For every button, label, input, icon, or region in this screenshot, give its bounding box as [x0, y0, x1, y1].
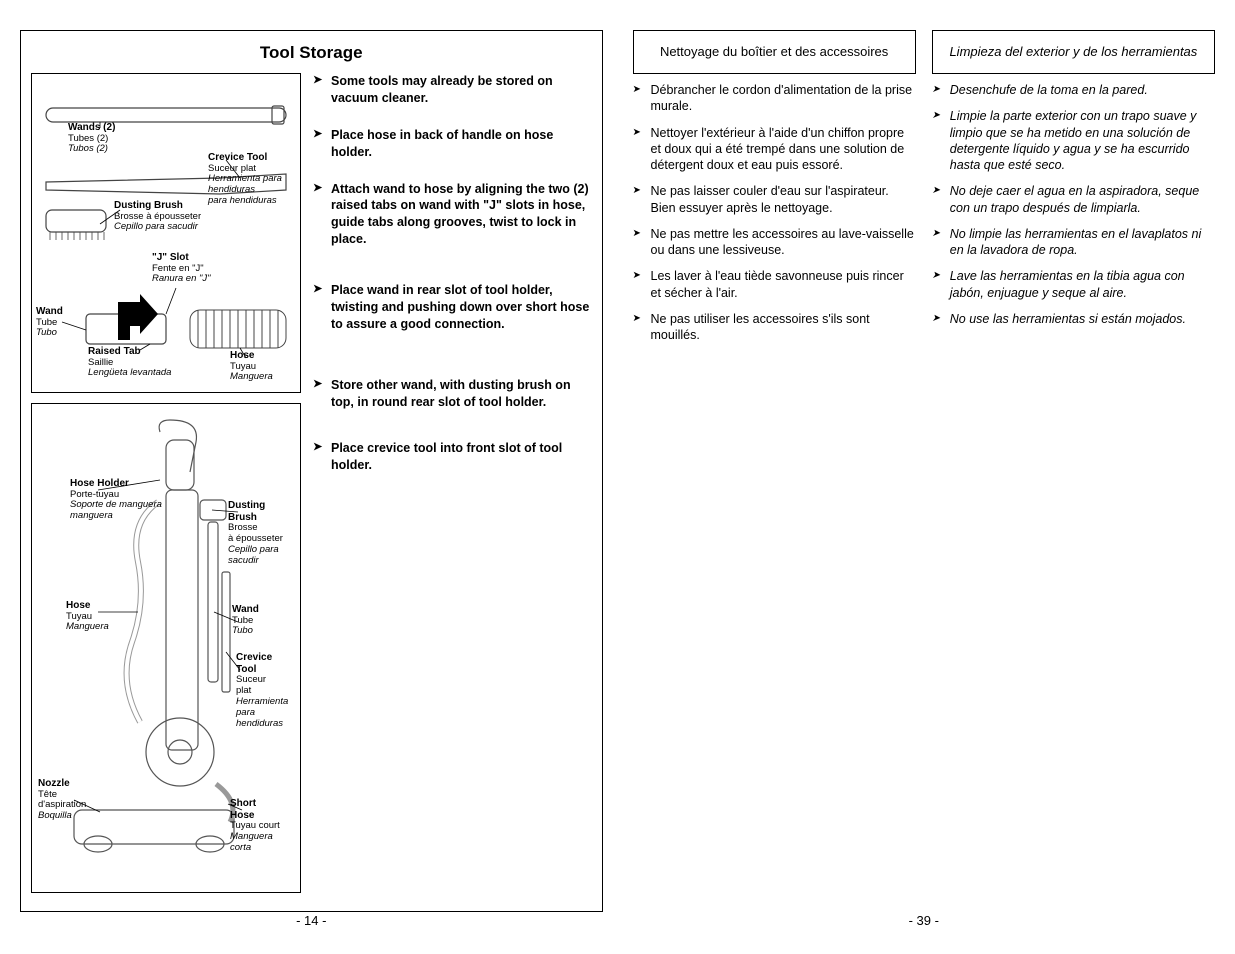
instruction-item: Some tools may already be stored on vacu…: [313, 73, 592, 107]
label: Hose Holder: [70, 478, 162, 490]
label: Raised Tab: [88, 346, 171, 358]
label: Crevice: [236, 652, 292, 664]
page-number: - 14 -: [20, 913, 603, 928]
content-row: Wands (2) Tubes (2) Tubos (2) Crevice To…: [31, 73, 592, 903]
list-item: Lave las herramientas en la tibia agua c…: [932, 268, 1215, 301]
diagram-tools: Wands (2) Tubes (2) Tubos (2) Crevice To…: [31, 73, 301, 393]
tool-storage-section: Tool Storage: [20, 30, 603, 912]
list-item: Ne pas mettre les accessoires au lave-va…: [633, 226, 916, 259]
page-number: - 39 -: [633, 913, 1216, 928]
label: Ranura en "J": [152, 274, 211, 285]
column-title: Limpieza del exterior y de los herramien…: [932, 30, 1215, 74]
label: para hendiduras: [208, 196, 300, 207]
label: Manguera: [230, 372, 273, 383]
list-item: Ne pas utiliser les accessoires s'ils so…: [633, 311, 916, 344]
instruction-item: Place wand in rear slot of tool holder, …: [313, 282, 592, 333]
spanish-column: Limpieza del exterior y de los herramien…: [932, 30, 1215, 353]
label: Dusting Brush: [114, 200, 201, 212]
label: manguera: [70, 511, 162, 522]
right-page: Nettoyage du boîtier et des accessoires …: [633, 30, 1216, 924]
list-item: Desenchufe de la toma en la pared.: [932, 82, 1215, 98]
instruction-column: Some tools may already be stored on vacu…: [313, 73, 592, 903]
list-item: Les laver à l'eau tiède savonneuse puis …: [633, 268, 916, 301]
label: corta: [230, 843, 290, 854]
diagram-column: Wands (2) Tubes (2) Tubos (2) Crevice To…: [31, 73, 301, 903]
label: Dusting Brush: [228, 500, 288, 523]
list-item: No use las herramientas si están mojados…: [932, 311, 1215, 327]
left-page: Tool Storage: [20, 30, 603, 924]
label: Tubo: [232, 626, 259, 637]
list-item: Nettoyer l'extérieur à l'aide d'un chiff…: [633, 125, 916, 174]
label: Crevice Tool: [208, 152, 300, 164]
list-item: Limpie la parte exterior con un trapo su…: [932, 108, 1215, 173]
label: Tubos (2): [68, 144, 115, 155]
label: Nozzle: [38, 778, 86, 790]
right-columns: Nettoyage du boîtier et des accessoires …: [633, 30, 1216, 353]
list-item: Ne pas laisser couler d'eau sur l'aspira…: [633, 183, 916, 216]
diagram-vacuum: Hose Holder Porte-tuyau Soporte de mangu…: [31, 403, 301, 893]
label: Tubo: [36, 328, 63, 339]
page-spread: Tool Storage: [20, 30, 1215, 924]
list-item: Débrancher le cordon d'alimentation de l…: [633, 82, 916, 115]
spanish-list: Desenchufe de la toma en la pared. Limpi…: [932, 82, 1215, 327]
label: Wands (2): [68, 122, 115, 134]
label: sacudir: [228, 556, 288, 567]
list-item: No deje caer el agua en la aspiradora, s…: [932, 183, 1215, 216]
instruction-item: Place crevice tool into front slot of to…: [313, 440, 592, 474]
label: Hose: [230, 350, 273, 362]
section-title: Tool Storage: [31, 43, 592, 63]
label: Cepillo para sacudir: [114, 222, 201, 233]
label: Wand: [36, 306, 63, 318]
label: "J" Slot: [152, 252, 211, 264]
instruction-item: Store other wand, with dusting brush on …: [313, 377, 592, 411]
instruction-item: Place hose in back of handle on hose hol…: [313, 127, 592, 161]
label: Lengüeta levantada: [88, 368, 171, 379]
label: Hose: [66, 600, 109, 612]
column-title: Nettoyage du boîtier et des accessoires: [633, 30, 916, 74]
label: Manguera: [66, 622, 109, 633]
instruction-list: Some tools may already be stored on vacu…: [313, 73, 592, 474]
label: Boquilla: [38, 811, 86, 822]
list-item: No limpie las herramientas en el lavapla…: [932, 226, 1215, 259]
french-list: Débrancher le cordon d'alimentation de l…: [633, 82, 916, 343]
french-column: Nettoyage du boîtier et des accessoires …: [633, 30, 916, 353]
label: Short: [230, 798, 290, 810]
label: Wand: [232, 604, 259, 616]
label: hendiduras: [236, 719, 292, 730]
label: Herramienta para hendiduras: [208, 174, 300, 196]
instruction-item: Attach wand to hose by aligning the two …: [313, 181, 592, 249]
